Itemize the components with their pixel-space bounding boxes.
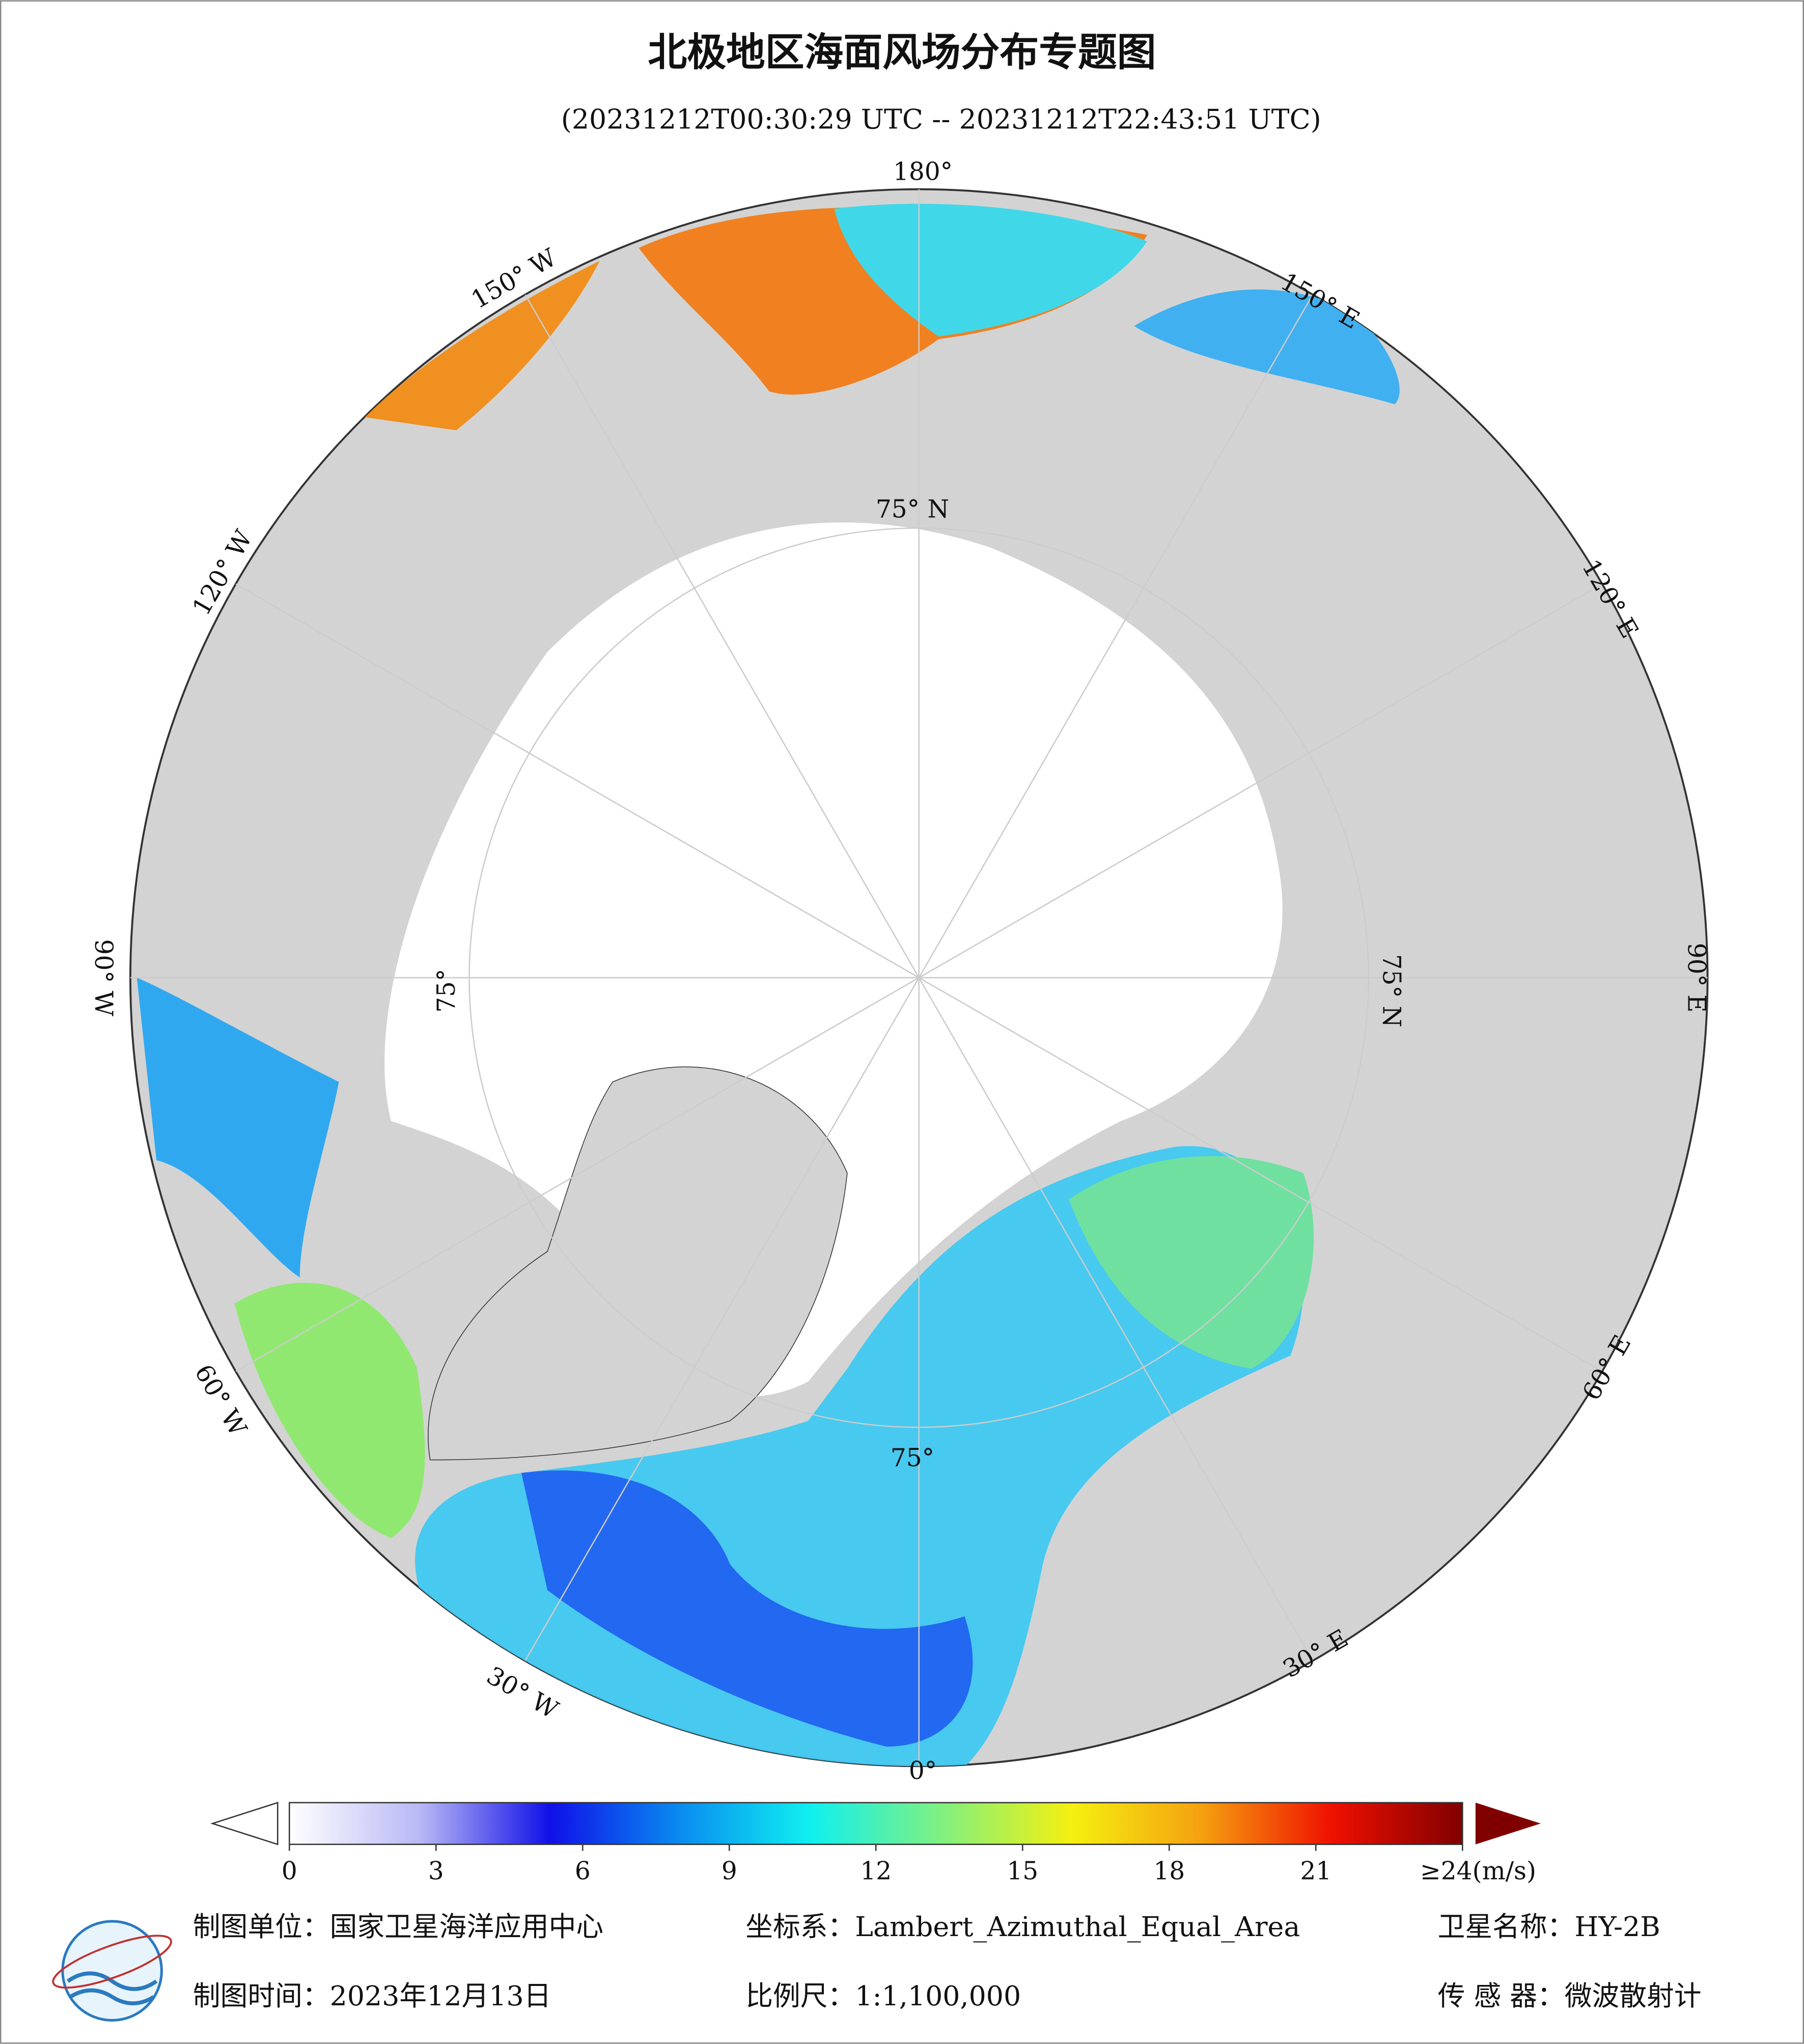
colorbar-tick-label: 21 (1300, 1857, 1331, 1886)
colorbar-tick-label: 18 (1153, 1857, 1185, 1886)
colorbar-tick-label: 9 (721, 1857, 737, 1886)
lon-label: 90° W (89, 939, 118, 1017)
title: 北极地区海面风场分布专题图 (648, 30, 1156, 75)
colorbar-tick-label: 3 (428, 1857, 444, 1886)
colorbar-gradient (289, 1802, 1463, 1845)
footer-date: 制图时间：2023年12月13日 (193, 1980, 551, 2012)
colorbar-over (1475, 1802, 1541, 1844)
lat-label: 75° (891, 1444, 934, 1472)
wind-field-barents (1069, 1156, 1314, 1369)
wind-field-hudson (136, 977, 339, 1278)
lon-label: 0° (909, 1757, 937, 1785)
colorbar-tick-label: 15 (1007, 1857, 1038, 1886)
colorbar-tick-label: 6 (575, 1857, 591, 1886)
wind-field-davis (234, 1282, 425, 1538)
footer-unit: 制图单位：国家卫星海洋应用中心 (193, 1911, 603, 1943)
footer-sensor: 传 感 器：微波散射计 (1438, 1980, 1702, 2012)
colorbar-under (210, 1802, 279, 1845)
colorbar-tick-label: 0 (282, 1857, 297, 1886)
lon-label: 180° (893, 157, 953, 186)
wind-field-alaska (365, 261, 600, 431)
footer-satellite: 卫星名称：HY-2B (1438, 1911, 1660, 1943)
wind-field-okhotsk (1134, 289, 1400, 405)
logo (52, 1920, 173, 2022)
wind-field-strong (521, 1470, 973, 1747)
map (129, 188, 1709, 1768)
colorbar-tick-label: ≥24(m/s) (1420, 1857, 1536, 1886)
graticule (130, 189, 1708, 1767)
footer-scale: 比例尺：1:1,100,000 (745, 1980, 1021, 2012)
lon-label: 90° E (1682, 943, 1710, 1013)
footer-projection: 坐标系：Lambert_Azimuthal_Equal_Area (745, 1911, 1300, 1943)
lat-label: 75° N (1377, 954, 1405, 1027)
colorbar-tick-label: 12 (860, 1857, 892, 1886)
map-content (136, 204, 1400, 1767)
lat-label: 75° (432, 969, 461, 1013)
lat-labels: 75° N 75° N 75° 75° (432, 495, 1405, 1472)
greenland (428, 1066, 848, 1461)
wind-field-pacific (834, 204, 1147, 337)
colorbar: 0 3 6 9 12 15 18 21 ≥24(m/s) (210, 1802, 1541, 1886)
subtitle: (20231212T00:30:29 UTC -- 20231212T22:43… (561, 103, 1321, 135)
lat-label: 75° N (876, 495, 949, 523)
